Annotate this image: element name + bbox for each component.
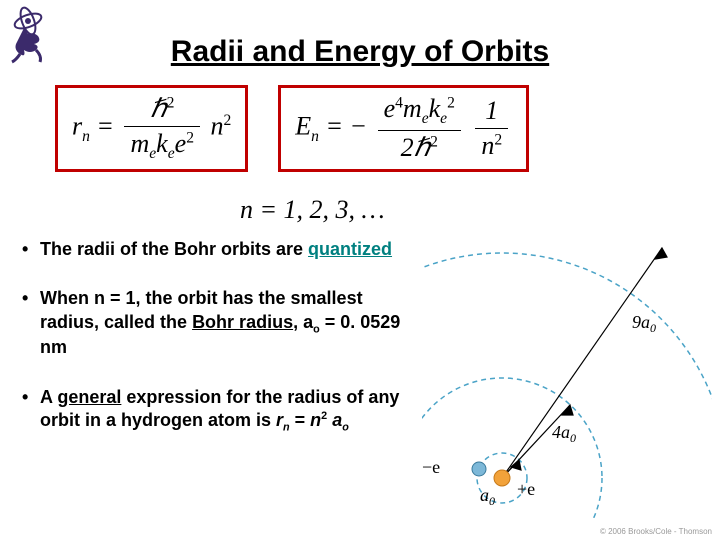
svg-text:+e: +e bbox=[517, 479, 535, 499]
bullet-list: • The radii of the Bohr orbits are quant… bbox=[22, 238, 422, 461]
svg-text:9a0: 9a0 bbox=[632, 312, 656, 335]
slide-title: Radii and Energy of Orbits bbox=[0, 35, 720, 69]
energy-equation: En = − e4meke2 2ℏ2 1 n2 bbox=[295, 94, 512, 163]
equation-row: rn = ℏ2 mekee2 n2 En = − e4meke2 2ℏ2 1 n… bbox=[55, 85, 529, 172]
bullet-2: • When n = 1, the orbit has the smallest… bbox=[22, 287, 422, 359]
svg-text:−e: −e bbox=[422, 457, 440, 477]
svg-text:a0: a0 bbox=[480, 485, 495, 508]
n-values: n = 1, 2, 3, … bbox=[240, 195, 385, 225]
svg-text:4a0: 4a0 bbox=[552, 422, 576, 445]
radius-equation: rn = ℏ2 mekee2 n2 bbox=[72, 94, 231, 163]
bohr-orbit-diagram: 9a0 4a0 a0 −e +e bbox=[422, 233, 712, 518]
radius-equation-box: rn = ℏ2 mekee2 n2 bbox=[55, 85, 248, 172]
bullet-1: • The radii of the Bohr orbits are quant… bbox=[22, 238, 422, 261]
energy-equation-box: En = − e4meke2 2ℏ2 1 n2 bbox=[278, 85, 529, 172]
bullet-3: • A general expression for the radius of… bbox=[22, 386, 422, 435]
copyright-credit: © 2006 Brooks/Cole - Thomson bbox=[600, 527, 712, 536]
